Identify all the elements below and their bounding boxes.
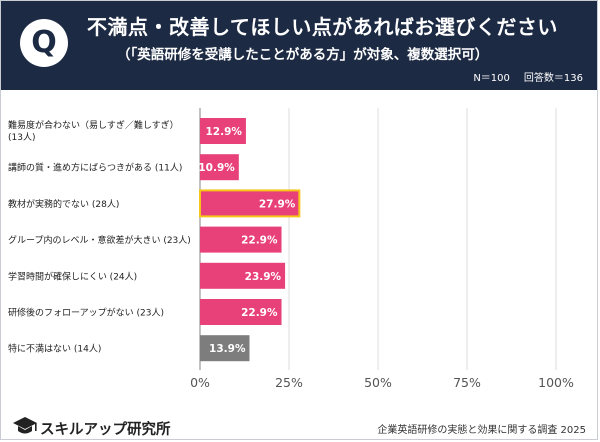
graduation-cap-icon: [13, 417, 37, 434]
bar-chart: 難易度が合わない（易しすぎ／難しすぎ）(13人) 12.9% 講師の質・進め方にばら…: [8, 108, 574, 390]
tick-label-0: 0%: [190, 375, 210, 390]
tick-label-25: 25%: [275, 375, 303, 390]
question-header: Q 不満点・改善してほしい点があればお選びください （「英語研修を受講したことが…: [1, 1, 597, 90]
value-label-0: 12.9%: [205, 126, 242, 138]
question-subtitle: （「英語研修を受講したことがある方」が対象、複数選択可）: [117, 47, 489, 63]
value-label-4: 23.9%: [245, 271, 282, 283]
category-label-2: 教材が実務的でない (28人): [8, 198, 119, 210]
bar-0: [200, 118, 246, 144]
category-label-1: 講師の質・進め方にばらつきがある (11人): [8, 162, 182, 174]
value-label-6: 13.9%: [209, 343, 246, 355]
bar-1: [200, 154, 239, 181]
tick-label-100: 100%: [538, 375, 574, 390]
question-title: 不満点・改善してほしい点があればお選びください: [87, 15, 558, 39]
bar-2: [199, 189, 301, 218]
bar-4: [200, 262, 286, 289]
value-label-2: 27.9%: [259, 198, 296, 210]
value-label-3: 22.9%: [241, 235, 278, 247]
bar-6: [200, 335, 250, 362]
category-label-3: グループ内のレベル・意欲差が大きい (23人): [8, 234, 191, 246]
source-note: 企業英語研修の実態と効果に関する調査 2025: [377, 425, 586, 436]
category-label-6: 特に不満はない (14人): [8, 343, 101, 355]
answer-count: 回答数＝136: [523, 73, 583, 84]
tick-label-75: 75%: [453, 375, 481, 390]
tick-label-50: 50%: [364, 375, 392, 390]
logo-text: スキルアップ研究所: [40, 422, 171, 438]
category-label-4: 学習時間が確保しにくい (24人): [8, 270, 137, 282]
category-label-0: 難易度が合わない（易しすぎ／難しすぎ）(13人): [8, 119, 179, 143]
bar-3: [200, 226, 282, 253]
value-label-5: 22.9%: [241, 307, 278, 319]
value-label-1: 10.9%: [198, 162, 235, 174]
sample-info: N＝100 回答数＝136: [459, 69, 583, 84]
sample-size: N＝100: [473, 73, 510, 84]
category-label-5: 研修後のフォローアップがない (23人): [8, 307, 164, 319]
q-badge: Q: [20, 19, 68, 67]
q-letter: Q: [31, 25, 57, 60]
bar-5: [200, 299, 282, 325]
